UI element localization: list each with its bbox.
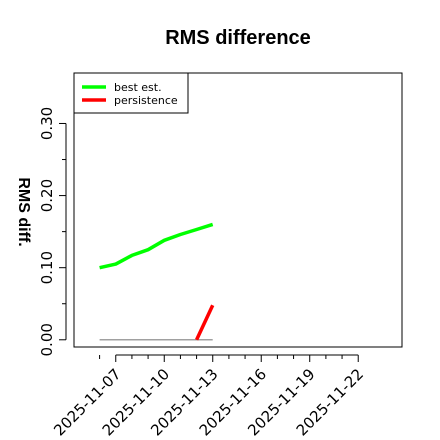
y-axis-label: RMS diff. [15, 177, 32, 246]
y-tick-label: 0.00 [38, 323, 56, 356]
y-axis: 0.00 0.10 0.20 0.30 [38, 107, 67, 356]
chart-title: RMS difference [165, 27, 311, 49]
y-tick-label: 0.30 [38, 107, 56, 140]
legend: best est.persistence [73, 72, 189, 114]
series-line-persistence [195, 304, 215, 341]
y-tick-label: 0.10 [38, 251, 56, 284]
series-line-best-est [99, 222, 214, 270]
legend-box [73, 72, 189, 114]
x-axis: 2025-11-072025-11-102025-11-132025-11-16… [50, 354, 367, 439]
plot-frame [73, 72, 403, 348]
series-layer [99, 222, 215, 341]
legend-label: best est. [114, 81, 162, 94]
legend-label: persistence [114, 94, 178, 107]
y-tick-label: 0.20 [38, 179, 56, 212]
